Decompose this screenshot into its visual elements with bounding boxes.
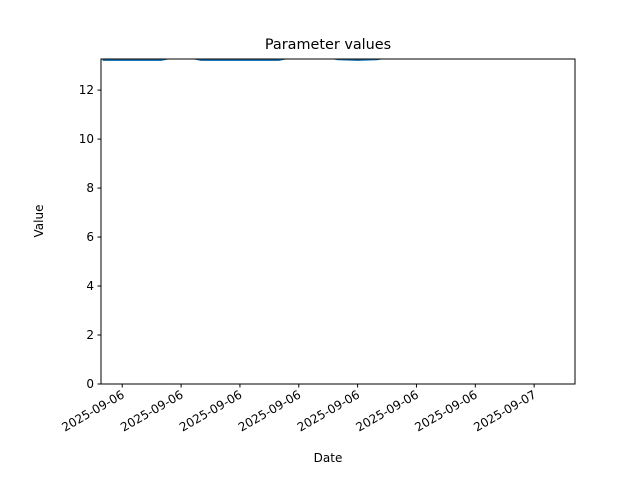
y-tick-label: 6 bbox=[86, 230, 94, 244]
x-tick-label: 2025-09-06 bbox=[177, 387, 244, 434]
x-axis-label: Date bbox=[314, 451, 343, 465]
x-tick-label: 2025-09-06 bbox=[236, 387, 303, 434]
plot-frame bbox=[100, 58, 576, 385]
x-tick-label: 2025-09-06 bbox=[412, 387, 479, 434]
y-tick-label: 2 bbox=[86, 328, 94, 342]
x-tick-label: 2025-09-06 bbox=[295, 387, 362, 434]
y-tick-label: 12 bbox=[79, 83, 94, 97]
y-tick-label: 4 bbox=[86, 279, 94, 293]
x-tick-label: 2025-09-06 bbox=[354, 387, 421, 434]
x-tick-label: 2025-09-06 bbox=[118, 387, 185, 434]
chart-title: Parameter values bbox=[265, 37, 391, 53]
x-tick-label: 2025-09-07 bbox=[471, 387, 538, 434]
y-axis-label: Value bbox=[32, 205, 46, 238]
y-tick-label: 8 bbox=[86, 181, 94, 195]
y-tick-label: 10 bbox=[79, 132, 94, 146]
y-tick-label: 0 bbox=[86, 377, 94, 391]
x-tick-label: 2025-09-06 bbox=[59, 387, 126, 434]
